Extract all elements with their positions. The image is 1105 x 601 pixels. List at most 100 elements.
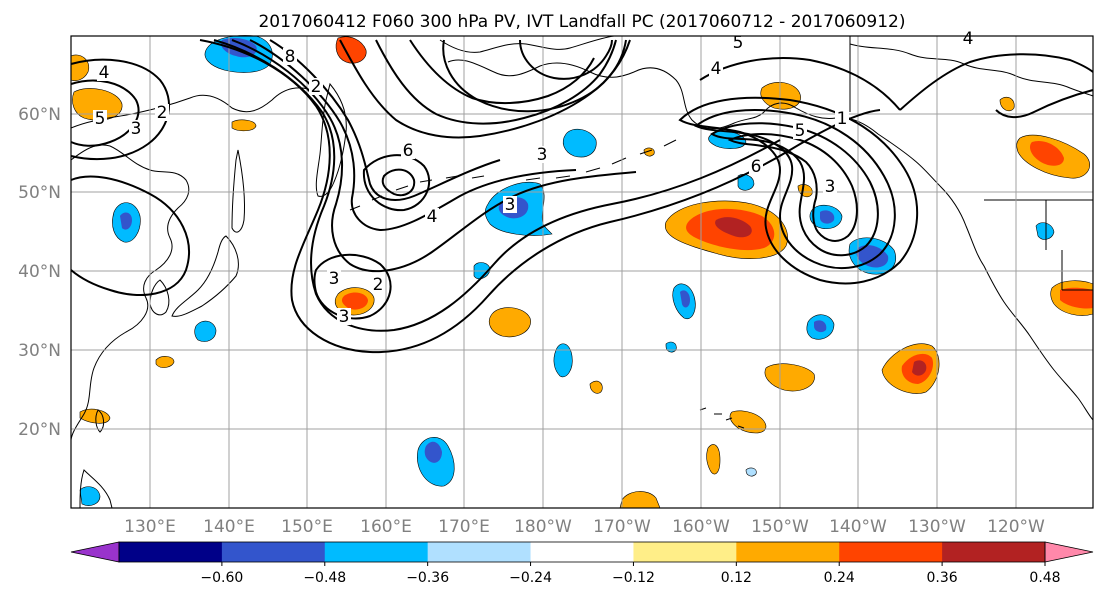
lon-label: 150°E (281, 517, 333, 537)
anomaly-neg-oregon (1035, 222, 1055, 240)
pv-contour-cutoff (313, 253, 392, 320)
anomaly-neg-small-b (665, 341, 677, 353)
colorbar-tick-label: −0.60 (200, 570, 243, 586)
contour-label-bg (283, 48, 297, 65)
lat-label: 50°N (18, 183, 61, 203)
pv-contour-west-c (70, 175, 190, 297)
colorbar-tick-label: 0.24 (824, 570, 855, 586)
colorbar-tick-label: 0.48 (1029, 570, 1060, 586)
lon-label: 170°E (438, 517, 490, 537)
anomaly-neg-midpac-a-core (680, 290, 690, 308)
colorbar-extend-low (70, 541, 120, 563)
pv-contour-bering-loop (442, 39, 627, 113)
contour-label-bg (129, 120, 143, 137)
anomaly-pos-hawaii-s (706, 444, 721, 475)
pv-contour-east-1 (678, 96, 919, 285)
contour-label: 3 (505, 195, 516, 215)
contour-label: 2 (373, 275, 384, 295)
coast-aleutians (349, 139, 677, 211)
anomaly-neg-subtropic-b-core (424, 441, 442, 463)
colorbar-segment (221, 542, 326, 562)
lat-label: 60°N (18, 105, 61, 125)
contour-label-bg (749, 158, 763, 175)
coast-canada-north (849, 43, 1094, 97)
anomaly-pos-okhotsk (72, 88, 123, 121)
anomaly-neg-gulf-c-core (820, 210, 835, 224)
coast-taiwan (95, 409, 105, 433)
colorbar: −0.60 −0.48 −0.36 −0.24 −0.12 0.12 0.24 0.36 0.4… (70, 541, 1094, 586)
anomaly-neg-subtropic-a (553, 343, 573, 378)
anomaly-pos-small-b (589, 380, 603, 394)
colorbar-segment (736, 542, 840, 562)
coast-hawaii (699, 407, 745, 429)
colorbar-segment (427, 542, 532, 562)
anomaly-pos-south (619, 491, 661, 509)
anomaly-pos-subtropic-c-max (912, 360, 927, 376)
anomaly-neg-small-c (745, 467, 757, 477)
positive-anomalies (70, 36, 1094, 509)
lon-label: 160°W (672, 517, 730, 537)
anomaly-pos-central-pacific-max (715, 217, 752, 238)
colorbar-segment (839, 542, 943, 562)
pv-contour-east-3 (710, 122, 879, 257)
colorbar-tick-label: −0.24 (509, 570, 552, 586)
colorbar-segment (119, 542, 223, 562)
contour-label-bg (337, 308, 351, 325)
lat-label: 20°N (18, 420, 61, 440)
colorbar-tick-label: −0.36 (406, 570, 449, 586)
contour-label-bg (709, 60, 723, 77)
contour-label: 3 (825, 177, 836, 197)
anomaly-neg-japan-sea (194, 320, 217, 342)
lon-label: 170°W (593, 517, 651, 537)
contour-label: 1 (837, 109, 848, 129)
pv-contour-east-4 (727, 133, 858, 242)
contour-label: 3 (339, 307, 350, 327)
pv-contour-ridge-3 (409, 39, 595, 105)
contour-label-bg (327, 270, 341, 287)
anomaly-pos-kamchatka-n (335, 36, 367, 64)
contour-label-bg (371, 276, 385, 293)
colorbar-extend-high (1044, 541, 1094, 563)
negative-anomalies (79, 35, 1055, 506)
anomaly-pos-small-a (231, 119, 257, 132)
lon-label: 160°E (360, 517, 412, 537)
anomaly-pos-small-d (79, 408, 111, 424)
contour-label-bg (93, 110, 107, 127)
contour-label: 4 (963, 29, 974, 49)
coast-asia (70, 144, 190, 441)
contour-label: 2 (311, 77, 322, 97)
contour-label-bg (961, 30, 975, 47)
colorbar-frame (118, 541, 1046, 563)
pv-contour-closed-low-inner (381, 168, 416, 197)
contour-label-bg (793, 122, 807, 139)
contour-label: 3 (131, 119, 142, 139)
contour-label-bg (309, 78, 323, 95)
lon-label: 140°E (203, 517, 255, 537)
contour-label-bg (425, 208, 439, 225)
pv-contour-alaska (699, 53, 1094, 111)
contour-label: 4 (427, 207, 438, 227)
lon-label: 180°W (514, 517, 572, 537)
pv-contour-ridge-2 (375, 39, 617, 125)
contour-label-bg (155, 104, 169, 121)
contour-label-bg (823, 178, 837, 195)
lon-label: 130°E (124, 517, 176, 537)
anomaly-neg-manchuria-core (120, 212, 132, 230)
lat-label: 30°N (18, 341, 61, 361)
contour-label-bg (731, 34, 745, 51)
contour-label: 8 (285, 47, 296, 67)
coast-canada (939, 185, 1094, 421)
contour-label-bg (535, 146, 549, 163)
contour-label-bg (401, 142, 415, 159)
anomaly-neg-offshore-core (856, 245, 889, 268)
contour-label: 5 (733, 33, 744, 53)
lat-label: 40°N (18, 262, 61, 282)
coast-alaska-north (439, 35, 615, 53)
anomaly-pos-subtropic-b (764, 363, 815, 392)
contour-label: 3 (329, 269, 340, 289)
contour-label: 4 (99, 63, 110, 83)
map-frame (70, 35, 1094, 509)
contour-label: 4 (711, 59, 722, 79)
